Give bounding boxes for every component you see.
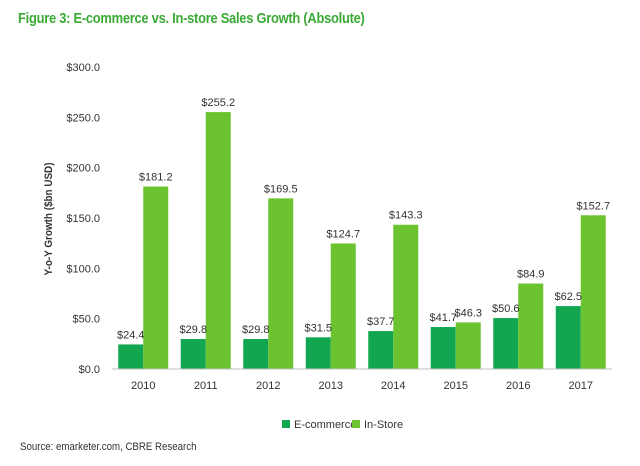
bars bbox=[118, 112, 606, 369]
x-tick-label: 2015 bbox=[444, 380, 468, 392]
x-axis: 2010 2011 2012 2013 2014 2015 2016 2017 bbox=[112, 368, 612, 392]
x-tick-label: 2016 bbox=[506, 380, 530, 392]
data-label: $84.9 bbox=[517, 269, 545, 281]
legend-label: E-commerce bbox=[294, 419, 356, 431]
ecommerce-bar bbox=[430, 327, 456, 369]
y-tick-label: $100.0 bbox=[66, 263, 100, 275]
y-tick-label: $250.0 bbox=[66, 112, 100, 124]
x-tick-label: 2017 bbox=[569, 380, 593, 392]
ecommerce-bar bbox=[368, 331, 394, 369]
ecommerce-bar bbox=[555, 306, 581, 369]
data-label: $41.7 bbox=[429, 312, 457, 324]
ecommerce-bar bbox=[118, 344, 144, 369]
data-label: $50.6 bbox=[492, 303, 520, 315]
ecommerce-bar bbox=[180, 339, 206, 369]
data-label: $255.2 bbox=[201, 97, 235, 109]
ecommerce-bar bbox=[493, 318, 519, 369]
ecommerce-bar bbox=[305, 337, 331, 369]
data-label: $29.8 bbox=[179, 324, 207, 336]
data-label: $124.7 bbox=[326, 228, 360, 240]
y-tick-label: $150.0 bbox=[66, 213, 100, 225]
legend-swatch bbox=[282, 420, 290, 428]
legend-swatch bbox=[352, 420, 360, 428]
y-tick-label: $300.0 bbox=[66, 62, 100, 74]
ecommerce-bar bbox=[243, 339, 269, 369]
instore-bar bbox=[580, 215, 606, 369]
data-label: $46.3 bbox=[454, 307, 482, 319]
x-tick-label: 2013 bbox=[319, 380, 343, 392]
instore-bar bbox=[455, 322, 481, 369]
y-tick-label: $50.0 bbox=[72, 314, 100, 326]
x-tick-label: 2012 bbox=[256, 380, 280, 392]
data-label: $31.5 bbox=[304, 322, 332, 334]
data-labels: $24.4 $181.2 $29.8 $255.2 $29.8 $169.5 $31.5 $1… bbox=[117, 97, 610, 341]
source-note: Source: emarketer.com, CBRE Research bbox=[20, 441, 197, 453]
y-axis: $0.0 $50.0 $100.0 $150.0 $200.0 $250.0 $300.0 bbox=[66, 62, 100, 376]
legend-label: In-Store bbox=[364, 419, 403, 431]
data-label: $181.2 bbox=[139, 172, 173, 184]
data-label: $29.8 bbox=[242, 324, 270, 336]
y-tick-label: $0.0 bbox=[79, 364, 100, 376]
instore-bar bbox=[205, 112, 231, 369]
y-axis-label: Y-o-Y Growth ($bn USD) bbox=[44, 163, 56, 276]
instore-bar bbox=[268, 198, 294, 369]
data-label: $62.5 bbox=[554, 291, 582, 303]
legend: E-commerce In-Store bbox=[282, 419, 403, 431]
y-tick-label: $200.0 bbox=[66, 163, 100, 175]
x-tick-label: 2010 bbox=[131, 380, 155, 392]
data-label: $143.3 bbox=[389, 210, 423, 222]
data-label: $169.5 bbox=[264, 183, 298, 195]
instore-bar bbox=[330, 243, 356, 369]
instore-bar bbox=[393, 224, 419, 369]
data-label: $152.7 bbox=[576, 200, 610, 212]
instore-bar bbox=[518, 283, 544, 369]
data-label: $37.7 bbox=[367, 316, 395, 328]
x-tick-label: 2014 bbox=[381, 380, 405, 392]
x-tick-label: 2011 bbox=[194, 380, 218, 392]
instore-bar bbox=[143, 186, 169, 369]
chart-title: Figure 3: E-commerce vs. In-store Sales … bbox=[18, 10, 365, 27]
data-label: $24.4 bbox=[117, 329, 145, 341]
